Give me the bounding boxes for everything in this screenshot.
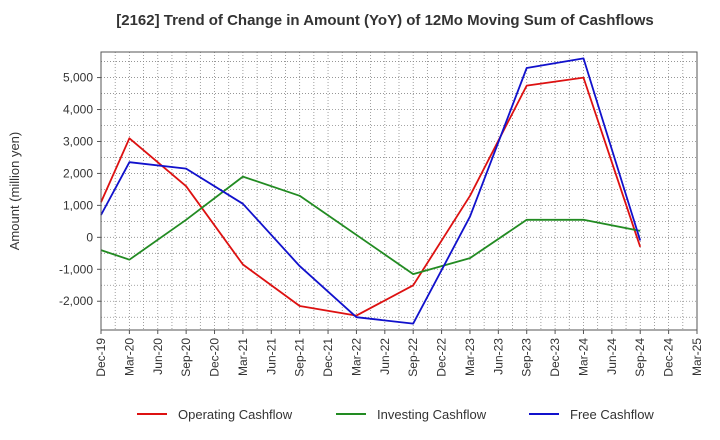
- y-tick-label: -1,000: [59, 262, 93, 276]
- x-tick-label: Sep-20: [179, 338, 193, 377]
- series-lines: [100, 57, 642, 325]
- x-tick-label: Sep-21: [293, 338, 307, 377]
- y-axis-ticks: -2,000 -1,000 0 1,000 2,000 3,000 4,000 5,000: [59, 71, 101, 308]
- operating-cashflow-line: [100, 76, 642, 317]
- y-axis-title: Amount (million yen): [7, 132, 22, 251]
- x-tick-label: Jun-21: [264, 338, 278, 375]
- x-tick-label: Mar-20: [122, 338, 136, 376]
- y-tick-label: 3,000: [63, 134, 93, 148]
- y-tick-label: 4,000: [63, 103, 93, 117]
- x-tick-label: Dec-23: [548, 338, 562, 377]
- x-tick-label: Jun-22: [378, 338, 392, 375]
- x-tick-label: Sep-22: [406, 338, 420, 377]
- x-tick-label: Mar-25: [690, 338, 704, 376]
- investing-cashflow-line: [100, 175, 641, 276]
- y-tick-label: 1,000: [63, 198, 93, 212]
- x-tick-label: Dec-19: [94, 338, 108, 377]
- x-tick-label: Sep-24: [633, 338, 647, 377]
- legend-label-investing-cashflow: Investing Cashflow: [377, 407, 487, 422]
- y-tick-label: 2,000: [63, 166, 93, 180]
- x-tick-label: Mar-21: [236, 338, 250, 376]
- y-tick-label: -2,000: [59, 294, 93, 308]
- x-tick-label: Dec-22: [435, 338, 449, 377]
- chart-title: [2162] Trend of Change in Amount (YoY) o…: [116, 12, 654, 29]
- x-tick-label: Mar-22: [349, 338, 363, 376]
- x-tick-label: Dec-24: [662, 338, 676, 377]
- free-cashflow-line: [100, 57, 642, 325]
- x-axis-ticks: Dec-19 Mar-20 Jun-20 Sep-20 Dec-20 Mar-21 Jun-…: [94, 330, 704, 377]
- x-tick-label: Dec-21: [321, 338, 335, 377]
- legend-label-free-cashflow: Free Cashflow: [570, 407, 654, 422]
- legend: Operating Cashflow Investing Cashflow Free…: [137, 407, 654, 422]
- y-tick-label: 5,000: [63, 71, 93, 85]
- x-tick-label: Jun-24: [605, 338, 619, 375]
- x-tick-label: Sep-23: [520, 338, 534, 377]
- y-tick-label: 0: [86, 230, 93, 244]
- x-tick-label: Jun-20: [151, 338, 165, 375]
- x-tick-label: Mar-24: [576, 338, 590, 376]
- x-tick-label: Mar-23: [463, 338, 477, 376]
- x-tick-label: Jun-23: [491, 338, 505, 375]
- x-tick-label: Dec-20: [208, 338, 222, 377]
- grid-lines: [101, 52, 697, 330]
- plot-border: [100, 51, 698, 331]
- legend-label-operating-cashflow: Operating Cashflow: [178, 407, 293, 422]
